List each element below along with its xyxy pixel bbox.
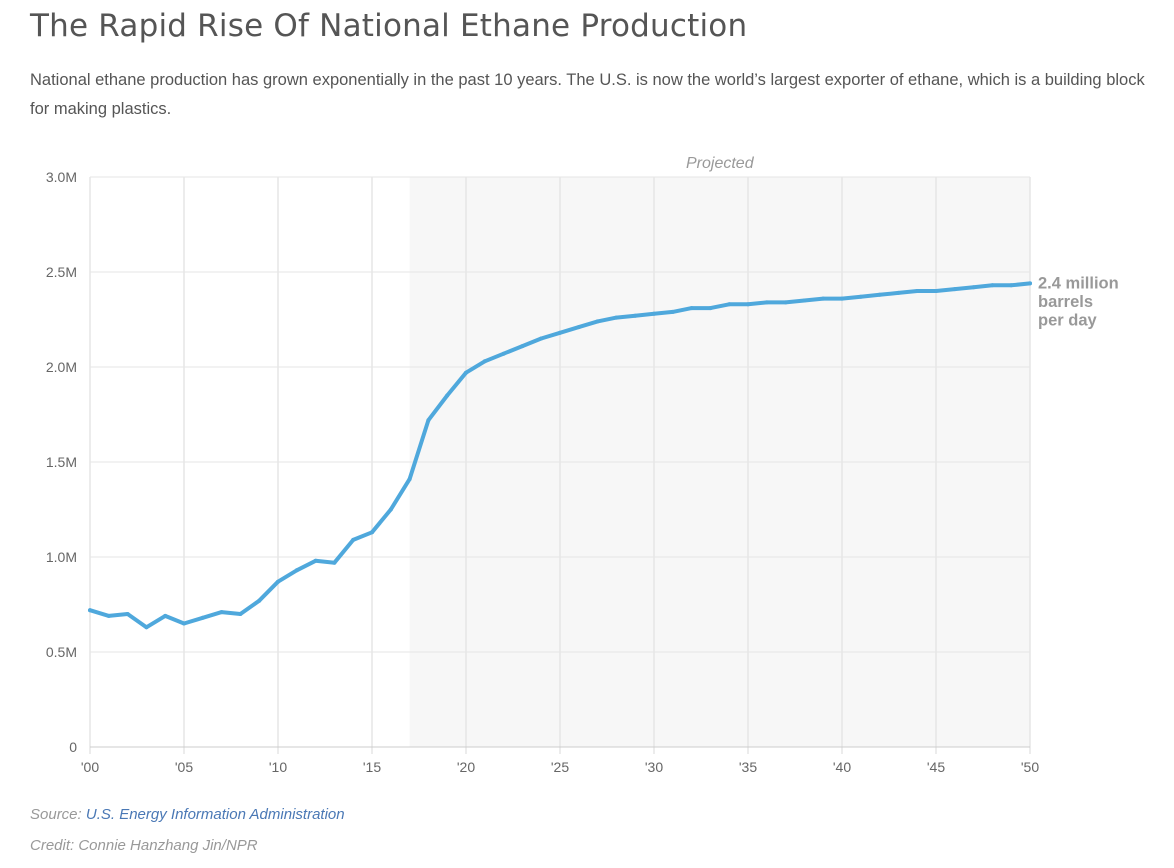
data-point — [915, 289, 920, 293]
x-gridlines — [89, 177, 1031, 754]
data-point — [821, 296, 826, 301]
end-annotation-line: barrels — [1038, 293, 1093, 311]
data-point — [670, 309, 675, 314]
data-point — [276, 579, 280, 584]
data-point — [88, 608, 92, 613]
data-point — [764, 300, 769, 305]
y-tick-label: 0.5M — [46, 644, 77, 660]
data-point — [219, 610, 224, 615]
data-point — [464, 370, 468, 375]
data-point — [896, 290, 901, 295]
credit-line: Credit: Connie Hanzhang Jin/NPR — [30, 837, 258, 854]
data-point — [783, 300, 788, 305]
data-point — [652, 311, 656, 316]
data-point — [370, 530, 374, 535]
x-tick-labels: '00 '05 '10 '15 '20 '25 '30 '35 '40 '45 '50 — [81, 759, 1039, 775]
projected-label: Projected — [686, 155, 755, 172]
data-point — [539, 336, 544, 341]
data-point — [558, 330, 562, 335]
x-tick-label: '10 — [269, 759, 287, 775]
data-point — [238, 612, 243, 616]
data-point — [877, 292, 882, 297]
source-prefix: Source: — [30, 806, 86, 823]
y-tick-labels: 0 0.5M 1.0M 1.5M 2.0M 2.5M 3.0M — [46, 169, 77, 755]
end-annotation-line: 2.4 million — [1038, 274, 1119, 292]
data-point — [858, 294, 863, 299]
data-point — [482, 359, 487, 364]
ethane-production-chart: 0 0.5M 1.0M 1.5M 2.0M 2.5M 3.0M '00 '05 '10 '15 '2… — [46, 155, 1119, 775]
data-point — [332, 560, 337, 565]
data-point — [257, 598, 262, 603]
data-point — [1009, 283, 1014, 288]
series-layer — [88, 281, 1032, 630]
x-tick-label: '45 — [927, 759, 945, 775]
y-tick-label: 2.5M — [46, 264, 77, 280]
data-point — [426, 418, 431, 423]
data-point — [501, 351, 506, 356]
data-point — [351, 537, 356, 542]
data-point — [313, 558, 318, 563]
x-tick-label: '25 — [551, 759, 569, 775]
chart-title: The Rapid Rise Of National Ethane Produc… — [30, 8, 748, 44]
data-point — [595, 319, 600, 324]
data-point — [163, 613, 168, 618]
data-point — [445, 393, 450, 398]
data-point — [934, 289, 938, 293]
data-point — [633, 313, 638, 318]
data-point — [689, 306, 694, 311]
data-point — [388, 507, 393, 512]
data-point — [1028, 281, 1032, 286]
y-tick-label: 1.0M — [46, 549, 77, 565]
data-point — [576, 325, 581, 330]
source-line: Source: U.S. Energy Information Administ… — [30, 806, 345, 823]
data-point — [182, 621, 186, 626]
data-point — [407, 477, 412, 482]
data-point — [614, 315, 619, 320]
data-point — [971, 285, 976, 290]
end-annotation-line: per day — [1038, 311, 1098, 329]
x-tick-label: '20 — [457, 759, 475, 775]
data-point — [990, 283, 995, 288]
data-point — [144, 625, 149, 630]
y-tick-label: 2.0M — [46, 359, 77, 375]
data-point — [708, 306, 713, 311]
data-point — [727, 302, 732, 307]
y-tick-label: 0 — [69, 739, 77, 755]
data-point — [200, 615, 205, 620]
data-point — [746, 302, 750, 307]
source-link[interactable]: U.S. Energy Information Administration — [85, 806, 345, 823]
data-point — [520, 344, 525, 349]
y-tick-label: 3.0M — [46, 169, 77, 185]
data-point — [840, 296, 844, 301]
chart-subtitle: National ethane production has grown exp… — [30, 71, 1145, 118]
x-tick-label: '15 — [363, 759, 381, 775]
x-tick-label: '00 — [81, 759, 99, 775]
x-tick-label: '40 — [833, 759, 851, 775]
data-point — [952, 287, 957, 292]
x-tick-label: '50 — [1021, 759, 1039, 775]
data-point — [802, 298, 807, 303]
x-tick-label: '05 — [175, 759, 193, 775]
x-tick-label: '30 — [645, 759, 663, 775]
data-point — [106, 613, 111, 618]
x-tick-label: '35 — [739, 759, 757, 775]
data-point — [294, 568, 299, 573]
y-tick-label: 1.5M — [46, 454, 77, 470]
data-point — [125, 612, 130, 616]
